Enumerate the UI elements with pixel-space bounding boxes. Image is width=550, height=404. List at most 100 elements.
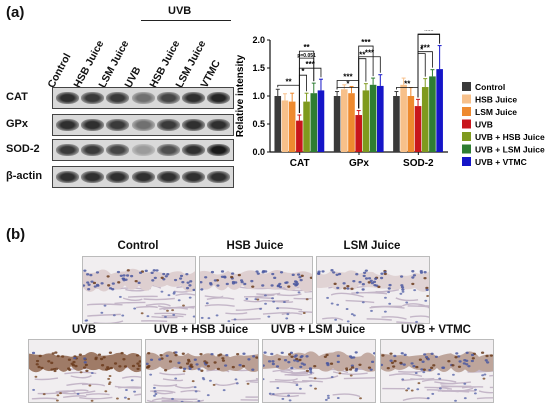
lane-label: VTMC bbox=[198, 58, 223, 90]
nucleus bbox=[83, 366, 87, 369]
uvb-group-label: UVB bbox=[168, 5, 192, 17]
nucleus bbox=[424, 355, 429, 359]
nucleus bbox=[137, 281, 141, 285]
nucleus bbox=[231, 272, 235, 275]
nucleus bbox=[454, 399, 457, 402]
blot-band bbox=[207, 171, 231, 183]
nucleus bbox=[195, 363, 199, 366]
nucleus bbox=[308, 368, 313, 371]
nucleus bbox=[182, 370, 186, 373]
nucleus bbox=[428, 368, 432, 372]
significance-label: *** bbox=[424, 30, 434, 36]
nucleus bbox=[112, 314, 116, 317]
tissue-drawing bbox=[263, 351, 375, 402]
bar bbox=[355, 115, 362, 152]
nucleus bbox=[438, 387, 442, 390]
nucleus bbox=[484, 359, 488, 362]
nucleus bbox=[410, 362, 414, 365]
nucleus bbox=[332, 271, 336, 274]
dermis-fiber bbox=[254, 296, 274, 299]
nucleus bbox=[177, 299, 181, 302]
blot-band bbox=[106, 92, 130, 104]
legend-label: UVB + VTMC bbox=[475, 157, 527, 167]
dermis-fiber bbox=[402, 397, 430, 402]
nucleus bbox=[338, 272, 342, 276]
nucleus bbox=[354, 369, 358, 372]
nucleus bbox=[83, 269, 87, 272]
nucleus bbox=[225, 353, 229, 357]
uvb-group-line bbox=[141, 20, 231, 21]
dermis-fiber bbox=[174, 385, 194, 389]
blot-band bbox=[182, 171, 205, 183]
nucleus bbox=[86, 273, 90, 276]
dermis-fiber bbox=[441, 385, 476, 388]
nucleus bbox=[108, 374, 112, 377]
nucleus bbox=[119, 274, 123, 277]
nucleus bbox=[330, 302, 334, 305]
nucleus bbox=[134, 279, 138, 283]
nucleus bbox=[401, 290, 405, 293]
nucleus bbox=[106, 275, 110, 278]
legend-swatch bbox=[462, 107, 471, 116]
nucleus bbox=[192, 288, 195, 292]
nucleus bbox=[153, 390, 157, 393]
nucleus bbox=[171, 309, 175, 312]
bar bbox=[296, 120, 303, 152]
dermis-fiber bbox=[396, 321, 426, 323]
nucleus bbox=[290, 366, 294, 370]
nucleus bbox=[407, 387, 410, 390]
nucleus bbox=[40, 366, 44, 370]
bar bbox=[281, 100, 289, 152]
dermis-fiber bbox=[322, 317, 344, 321]
nucleus bbox=[352, 356, 356, 359]
nucleus bbox=[392, 365, 396, 368]
blot-row-label: β-actin bbox=[6, 170, 43, 182]
nucleus bbox=[73, 356, 77, 360]
nucleus bbox=[405, 301, 409, 304]
dermis-fiber bbox=[256, 292, 281, 296]
nucleus bbox=[314, 387, 317, 390]
nucleus bbox=[370, 309, 373, 312]
dermis-fiber bbox=[63, 395, 87, 399]
nucleus bbox=[346, 287, 350, 290]
dermis-fiber bbox=[85, 393, 110, 396]
nucleus bbox=[372, 352, 375, 355]
bar bbox=[288, 101, 296, 152]
nucleus bbox=[111, 282, 115, 285]
nucleus bbox=[463, 382, 467, 385]
nucleus bbox=[420, 368, 424, 371]
nucleus bbox=[276, 387, 280, 390]
nucleus bbox=[255, 356, 258, 359]
nucleus bbox=[204, 276, 208, 279]
nucleus bbox=[293, 359, 297, 362]
significance-label: * bbox=[420, 46, 424, 55]
blot-strip bbox=[52, 166, 234, 188]
nucleus bbox=[72, 360, 76, 364]
nucleus bbox=[279, 271, 284, 274]
nucleus bbox=[205, 302, 209, 305]
dermis-fiber bbox=[245, 379, 258, 383]
nucleus bbox=[52, 367, 57, 371]
nucleus bbox=[467, 364, 471, 368]
nucleus bbox=[59, 392, 62, 395]
bar bbox=[407, 96, 415, 152]
dermis-fiber bbox=[280, 370, 307, 374]
nucleus bbox=[437, 373, 441, 376]
nucleus bbox=[336, 286, 340, 290]
histology-image bbox=[380, 339, 494, 403]
dermis-fiber bbox=[478, 390, 493, 394]
dermis-fiber bbox=[159, 306, 188, 310]
nucleus bbox=[411, 270, 415, 273]
histology-title: UVB bbox=[71, 324, 97, 336]
dermis-fiber bbox=[291, 371, 315, 375]
nucleus bbox=[463, 359, 467, 362]
nucleus bbox=[108, 351, 113, 354]
nucleus bbox=[384, 296, 387, 299]
dermis-fiber bbox=[375, 289, 399, 293]
nucleus bbox=[121, 277, 126, 280]
nucleus bbox=[252, 355, 256, 358]
nucleus bbox=[174, 353, 178, 357]
dermis-fiber bbox=[153, 383, 178, 387]
y-tick-label: 1.5 bbox=[252, 63, 265, 73]
dermis-fiber bbox=[401, 378, 424, 382]
